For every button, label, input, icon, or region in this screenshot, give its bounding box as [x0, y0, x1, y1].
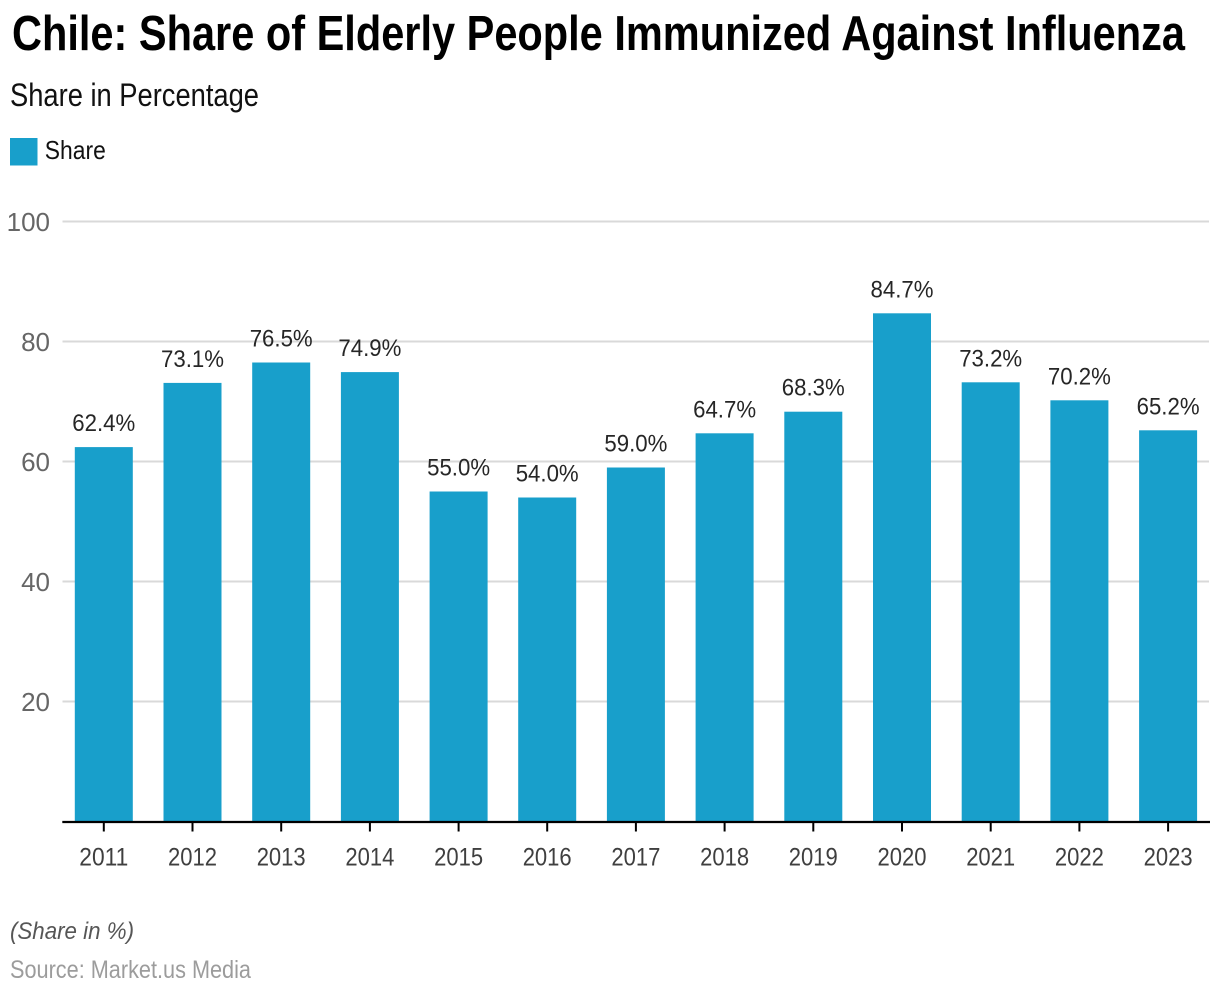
- svg-text:2015: 2015: [434, 844, 483, 872]
- svg-text:55.0%: 55.0%: [427, 455, 490, 482]
- svg-text:2021: 2021: [966, 844, 1015, 872]
- svg-text:2012: 2012: [168, 844, 217, 872]
- svg-text:84.7%: 84.7%: [871, 276, 934, 303]
- svg-text:80: 80: [21, 327, 50, 357]
- svg-text:68.3%: 68.3%: [782, 375, 845, 402]
- svg-text:59.0%: 59.0%: [604, 431, 667, 458]
- svg-text:Chile: Share of Elderly People: Chile: Share of Elderly People Immunized…: [12, 6, 1185, 61]
- svg-text:(Share in %): (Share in %): [10, 918, 134, 945]
- svg-text:62.4%: 62.4%: [72, 410, 135, 437]
- svg-text:73.2%: 73.2%: [959, 345, 1022, 372]
- svg-text:2022: 2022: [1055, 844, 1104, 872]
- svg-text:76.5%: 76.5%: [250, 326, 313, 353]
- svg-text:73.1%: 73.1%: [161, 346, 224, 373]
- svg-text:40: 40: [21, 567, 50, 597]
- svg-text:2019: 2019: [789, 844, 838, 872]
- svg-text:2017: 2017: [611, 844, 660, 872]
- svg-text:74.9%: 74.9%: [338, 335, 401, 362]
- svg-text:60: 60: [21, 447, 50, 477]
- svg-text:54.0%: 54.0%: [516, 461, 579, 488]
- svg-text:Source: Market.us Media: Source: Market.us Media: [10, 956, 251, 984]
- svg-text:2014: 2014: [345, 844, 394, 872]
- svg-text:2018: 2018: [700, 844, 749, 872]
- svg-text:Share in Percentage: Share in Percentage: [10, 77, 259, 113]
- svg-text:2020: 2020: [878, 844, 927, 872]
- svg-text:70.2%: 70.2%: [1048, 363, 1111, 390]
- svg-text:20: 20: [21, 687, 50, 717]
- svg-text:65.2%: 65.2%: [1137, 393, 1200, 420]
- svg-text:64.7%: 64.7%: [693, 396, 756, 423]
- svg-text:2023: 2023: [1144, 844, 1193, 872]
- svg-text:100: 100: [7, 207, 50, 237]
- svg-text:2011: 2011: [79, 844, 128, 872]
- svg-text:2016: 2016: [523, 844, 572, 872]
- svg-text:Share: Share: [45, 135, 106, 165]
- svg-text:2013: 2013: [257, 844, 306, 872]
